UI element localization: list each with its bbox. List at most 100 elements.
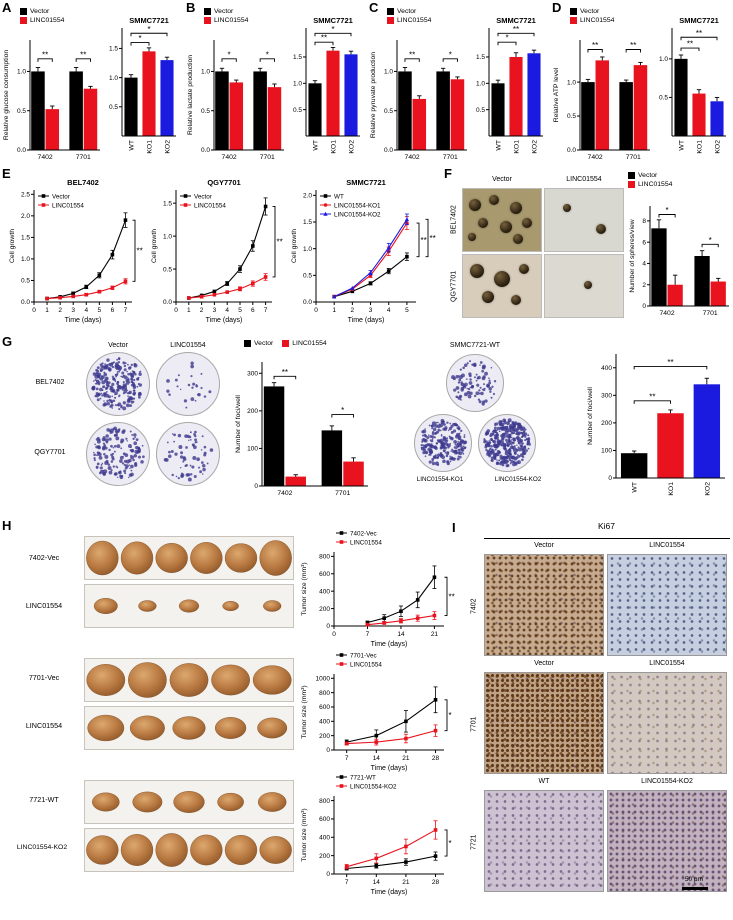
svg-text:4: 4 [225,307,229,314]
svg-text:0: 0 [254,483,258,490]
svg-text:*: * [147,25,150,34]
svg-text:Time (days): Time (days) [371,641,408,648]
svg-text:2: 2 [200,307,204,314]
col-label-vector: Vector [492,176,512,183]
sphere-image-bel7402-linc01554 [544,188,624,252]
svg-text:300: 300 [247,370,258,377]
svg-text:KO2: KO2 [165,140,172,154]
svg-text:KO1: KO1 [514,140,521,154]
svg-text:0.5: 0.5 [109,104,118,111]
svg-text:7402: 7402 [405,154,420,161]
ihc-title-ki67: Ki67 [597,521,615,531]
legend-vector-linc01554: Vector LINC01554 [387,8,431,24]
chart-lactate-production: 0.0 0.5 1.0 Relative lactate production 7402… [184,26,286,166]
ihc-image-7402-linc01554 [607,554,727,656]
svg-text:Relative lactate production: Relative lactate production [187,55,194,135]
svg-text:*: * [449,839,452,848]
svg-text:7: 7 [345,755,349,762]
svg-text:7701: 7701 [260,154,275,161]
svg-text:**: ** [449,592,455,601]
svg-text:2.0: 2.0 [303,193,312,200]
panel-label-G: G [2,334,13,349]
chart-pyruvate-production: 0.0 0.5 1.0 Relative pyruvate production 740… [367,26,469,166]
ihc-row-label-7701: 7701 [470,716,478,732]
svg-text:200: 200 [319,606,330,613]
chart-foci-per-well: 0 100 200 300 Number of foci/well 7402 7701 ** * [232,352,372,502]
svg-text:*: * [266,50,269,59]
chart-glucose-smmc7721: 0.5 1.0 1.5 SMMC7721 WT KO1 KO2 * * [102,10,182,166]
svg-text:1.5: 1.5 [163,200,172,207]
tumor-strip-linc01554-ko2 [84,828,294,872]
svg-text:7402-Vec: 7402-Vec [350,530,377,537]
col-label-vector: Vector [108,342,128,349]
svg-text:100: 100 [247,446,258,453]
svg-text:800: 800 [319,798,330,805]
svg-text:2: 2 [351,307,355,314]
svg-text:KO2: KO2 [704,482,711,496]
row-label-qgy7701: QGY7701 [450,270,458,302]
svg-text:1: 1 [45,307,49,314]
svg-text:WT: WT [632,482,639,493]
svg-text:*: * [449,50,452,59]
svg-text:3: 3 [213,307,217,314]
svg-text:Vector: Vector [194,193,212,200]
tumor-strip-7701-vec [84,658,294,702]
ihc-image-7701-linc01554 [607,672,727,774]
svg-text:**: ** [687,40,693,49]
svg-text:*: * [331,25,334,34]
svg-text:1.5: 1.5 [293,54,302,61]
svg-text:Number of foci/well: Number of foci/well [235,395,242,453]
svg-text:0: 0 [642,303,646,310]
legend-foci: Vector LINC01554 [244,340,327,347]
panel-D: D Vector LINC01554 0.0 0.5 1.0 Relative ATP … [550,0,733,168]
svg-text:**: ** [421,236,427,245]
svg-text:5: 5 [238,307,242,314]
svg-text:1.5: 1.5 [109,46,118,53]
svg-text:KO1: KO1 [668,482,675,496]
svg-text:200: 200 [247,408,258,415]
col-label-linc01554: LINC01554 [170,342,206,349]
panel-label-I: I [452,520,456,535]
svg-text:400: 400 [319,719,330,726]
svg-text:KO1: KO1 [331,140,338,154]
chart-glucose-consumption: 0.0 0.5 1.0 Relative glucose consumption 740… [0,26,102,166]
ihc-col-label: Vector [534,542,554,549]
chart-growth-bel7402: 0.0 0.5 1.0 1.5 2.0 2.5 Cell growth BEL7402 Time… [6,174,148,330]
sphere-image-qgy7701-vector [462,254,542,318]
svg-text:7701: 7701 [76,154,91,161]
row-label-bel7402: BEL7402 [35,379,65,386]
svg-text:Cell growth: Cell growth [291,229,298,263]
svg-text:1: 1 [187,307,191,314]
svg-text:SMMC7721: SMMC7721 [129,16,169,25]
foci-plate-linc01554-ko1 [414,414,472,472]
svg-text:Relative pyruvate production: Relative pyruvate production [370,52,377,138]
svg-text:7701: 7701 [626,154,641,161]
strip-label-linc01554: LINC01554 [25,601,63,610]
svg-text:**: ** [513,25,519,34]
svg-text:400: 400 [601,365,612,372]
svg-text:*: * [709,236,712,245]
svg-text:5: 5 [405,307,409,314]
svg-text:6: 6 [251,307,255,314]
svg-text:7701: 7701 [703,310,718,317]
tumor-strip-7721-wt [84,780,294,824]
ihc-image-7402-vector [484,554,604,656]
svg-text:**: ** [430,234,436,243]
label-smmc7721-wt: SMMC7721-WT [449,342,501,349]
panel-label-H: H [2,518,12,533]
svg-text:1.0: 1.0 [21,256,30,263]
svg-text:1.5: 1.5 [21,235,30,242]
strip-label-linc01554-ko2: LINC01554-KO2 [16,844,68,851]
svg-text:Time (days): Time (days) [371,765,408,772]
sphere-image-bel7402-vector [462,188,542,252]
svg-text:**: ** [42,50,48,59]
legend-spheres: Vector LINC01554 [628,172,672,188]
row-label-qgy7701: QGY7701 [34,449,66,456]
svg-text:WT: WT [334,193,344,200]
svg-text:0.5: 0.5 [21,278,30,285]
svg-text:6: 6 [111,307,115,314]
svg-text:0: 0 [332,631,336,638]
svg-text:Time (days): Time (days) [371,889,408,896]
panel-label-C: C [369,0,379,15]
